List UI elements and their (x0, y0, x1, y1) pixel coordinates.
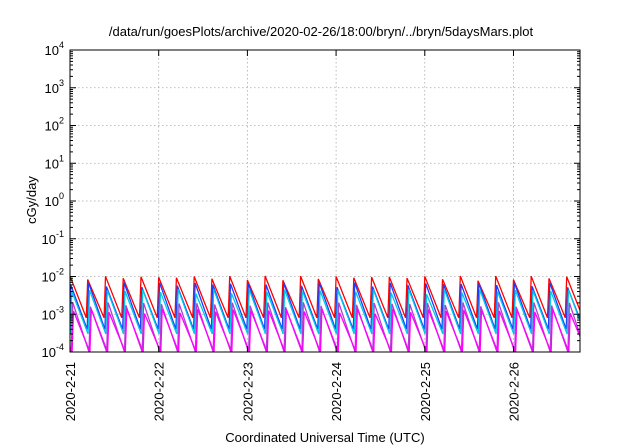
y-tick-label: 10-1 (42, 229, 64, 247)
grid-lines (70, 50, 580, 352)
x-tick-label: 2020-2-25 (418, 362, 433, 421)
y-tick-label: 103 (45, 78, 64, 96)
y-tick-label: 102 (45, 116, 64, 134)
y-tick-label: 10-2 (42, 267, 64, 285)
x-tick-label: 2020-2-26 (506, 362, 521, 421)
series-line (70, 275, 580, 319)
y-axis-label: cGy/day (24, 176, 39, 224)
x-tick-label: 2020-2-22 (152, 362, 167, 421)
x-tick-label: 2020-2-23 (240, 362, 255, 421)
chart-title: /data/run/goesPlots/archive/2020-02-26/1… (109, 24, 534, 39)
data-series (70, 275, 580, 352)
series-line (70, 308, 580, 352)
y-tick-label: 10-4 (42, 342, 64, 360)
series-line (70, 288, 580, 335)
y-tick-label: 101 (45, 153, 64, 171)
x-axis-ticks: 2020-2-21 2020-2-22 2020-2-23 2020-2-24 2020… (63, 50, 521, 421)
y-tick-label: 10-3 (42, 304, 64, 322)
y-tick-label: 100 (45, 191, 64, 209)
x-axis-label: Coordinated Universal Time (UTC) (225, 430, 424, 445)
y-tick-label: 104 (45, 40, 64, 58)
x-tick-label: 2020-2-21 (63, 362, 78, 421)
x-tick-label: 2020-2-24 (329, 362, 344, 421)
